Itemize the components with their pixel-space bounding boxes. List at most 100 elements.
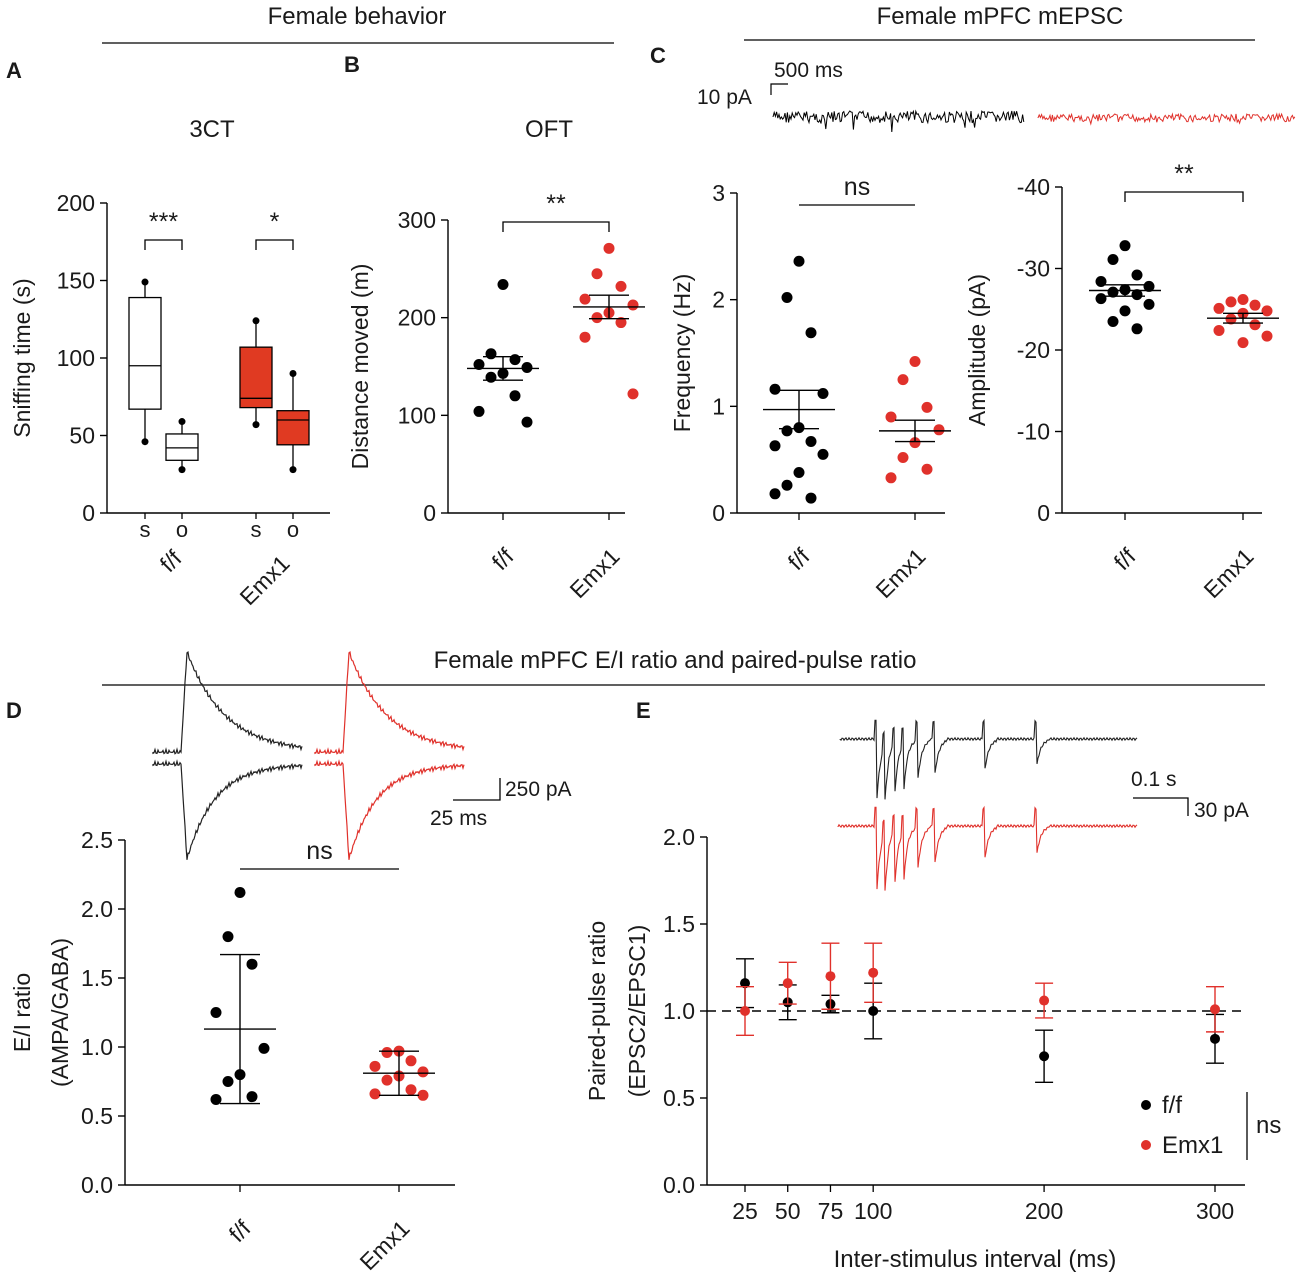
chart-d-y-tick-label: 0.5 [81, 1103, 113, 1129]
chart-d-y-tick-label: 2.5 [81, 827, 113, 853]
chart-c2-ff-point [1107, 315, 1119, 327]
chart-c2-ff-point [1095, 293, 1107, 305]
chart-c2-category-label: f/f [1109, 543, 1141, 575]
chart-a-max-point [252, 317, 260, 325]
chart-c1-category-label: f/f [783, 543, 815, 575]
chart-c1-ff-point [805, 327, 817, 339]
chart-c2-emx1-point [1261, 330, 1273, 342]
chart-e-ff-point [1210, 1033, 1220, 1044]
legend-emx1-label: Emx1 [1162, 1132, 1223, 1159]
chart-d-ff-point [246, 958, 258, 970]
chart-b: 0 100 200 300 Distance moved (m) f/f Emx1 ** [347, 190, 645, 603]
scalebar-c [770, 83, 788, 95]
chart-c2-emx1-point [1213, 324, 1225, 336]
chart-b-category-label: Emx1 [565, 543, 625, 603]
chart-e-emx1-point [868, 967, 879, 978]
trace-c-ff [772, 109, 1025, 133]
chart-a-sub-label: o [287, 517, 299, 542]
chart-a-y-label: Sniffing time (s) [9, 278, 35, 437]
chart-a-y-tick-label: 0 [82, 500, 95, 526]
chart-a-group-label: f/f [155, 545, 187, 577]
chart-c1-emx1-point [909, 437, 921, 449]
chart-d-category-label: f/f [224, 1215, 256, 1247]
chart-c1-sig-significance: ns [844, 173, 870, 201]
chart-a-sub-label: s [251, 517, 262, 542]
chart-b-emx1-point [627, 388, 639, 400]
chart-d-ff-point [222, 1076, 234, 1087]
chart-b-category-label: f/f [487, 543, 519, 575]
chart-a-box [239, 346, 273, 409]
trace-d-emx1-gaba [314, 651, 465, 755]
chart-c2-ff-point [1143, 298, 1155, 310]
chart-d-y-label: (AMPA/GABA) [47, 938, 73, 1087]
chart-c1: 0 1 2 3 Frequency (Hz) f/f Emx1 ns [669, 173, 951, 603]
legend-ff-marker [1141, 1100, 1151, 1110]
chart-d-emx1-point [405, 1084, 417, 1096]
chart-e-y-tick-label: 1.0 [663, 998, 695, 1024]
chart-d-ff-point [246, 1091, 258, 1103]
chart-c2-y-tick-label: -40 [1017, 174, 1050, 200]
chart-e-x-tick-label: 25 [732, 1198, 758, 1224]
chart-c2-y-tick-label: -30 [1017, 256, 1050, 282]
chart-e-y-tick-label: 0.5 [663, 1085, 695, 1111]
trace-d-ff-gaba [152, 651, 303, 755]
chart-d-y-tick-label: 0.0 [81, 1172, 113, 1198]
chart-a-group-label: Emx1 [235, 550, 295, 610]
chart-d-ff-point [258, 1042, 270, 1054]
chart-b-y-tick-label: 0 [423, 500, 436, 526]
chart-c2-sig-significance: ** [1174, 160, 1194, 188]
chart-b-y-tick-label: 100 [398, 402, 436, 428]
chart-a-max-point [289, 370, 297, 377]
chart-e-y-tick-label: 1.5 [663, 911, 695, 937]
chart-d-ff-point [210, 1007, 222, 1018]
chart-e-ff-point [868, 1006, 879, 1016]
trace-e-emx1 [837, 805, 1138, 891]
chart-e-x-tick-label: 75 [818, 1198, 844, 1224]
chart-a-sub-label: s [140, 517, 151, 542]
chart-c2-ff-point [1095, 276, 1107, 288]
chart-a-sig-2-significance: * [270, 208, 280, 236]
chart-b-ff-point [473, 359, 485, 371]
chart-e-x-tick-label: 100 [854, 1198, 892, 1224]
chart-d-y-tick-label: 2.0 [81, 896, 113, 922]
header-mepsc: Female mPFC mEPSC [877, 3, 1124, 30]
chart-d-emx1-point [381, 1074, 393, 1086]
chart-b-emx1-point [615, 317, 627, 329]
chart-b-ff-point [497, 278, 509, 290]
chart-c2-ff-point [1119, 305, 1131, 317]
chart-d-y-label: E/I ratio [9, 973, 35, 1052]
chart-c1-ff-point [817, 388, 829, 400]
chart-c2-category-label: Emx1 [1199, 543, 1259, 603]
chart-a-sig-2-bracket [255, 239, 294, 250]
chart-c2-emx1-point [1237, 337, 1249, 349]
title-3ct: 3CT [189, 116, 235, 143]
chart-b-sig-bracket [502, 221, 610, 232]
chart-b-ff-point [485, 371, 497, 383]
chart-c2-emx1-point [1249, 319, 1261, 331]
chart-c2-ff-point [1143, 280, 1155, 292]
chart-e-y-tick-label: 2.0 [663, 824, 695, 850]
legend-note: ns [1256, 1112, 1281, 1139]
chart-c2-ff-point [1131, 289, 1143, 301]
chart-a-sig-1-significance: *** [149, 208, 178, 236]
chart-d-sig-significance: ns [306, 837, 332, 865]
chart-c2-ff-point [1119, 240, 1131, 252]
chart-c2-ff-point [1131, 269, 1143, 281]
chart-e-x-tick-label: 200 [1025, 1198, 1063, 1224]
chart-d-y-tick-label: 1.5 [81, 965, 113, 991]
chart-c2-emx1-point [1237, 293, 1249, 305]
trace-c-emx1 [1037, 112, 1296, 126]
chart-c2-emx1-point [1213, 302, 1225, 314]
chart-b-emx1-point [591, 268, 603, 280]
chart-e-emx1-point [1039, 995, 1050, 1006]
chart-a-sub-label: o [176, 517, 188, 542]
chart-a-y-tick-label: 50 [69, 423, 95, 449]
chart-c1-y-label: Frequency (Hz) [669, 274, 695, 432]
chart-e-emx1-point [782, 978, 793, 989]
chart-e-legend: f/f Emx1 ns [1141, 1092, 1281, 1160]
chart-b-y-label: Distance moved (m) [347, 264, 373, 470]
chart-b-emx1-point [603, 242, 615, 254]
chart-c1-ff-point [805, 492, 817, 504]
